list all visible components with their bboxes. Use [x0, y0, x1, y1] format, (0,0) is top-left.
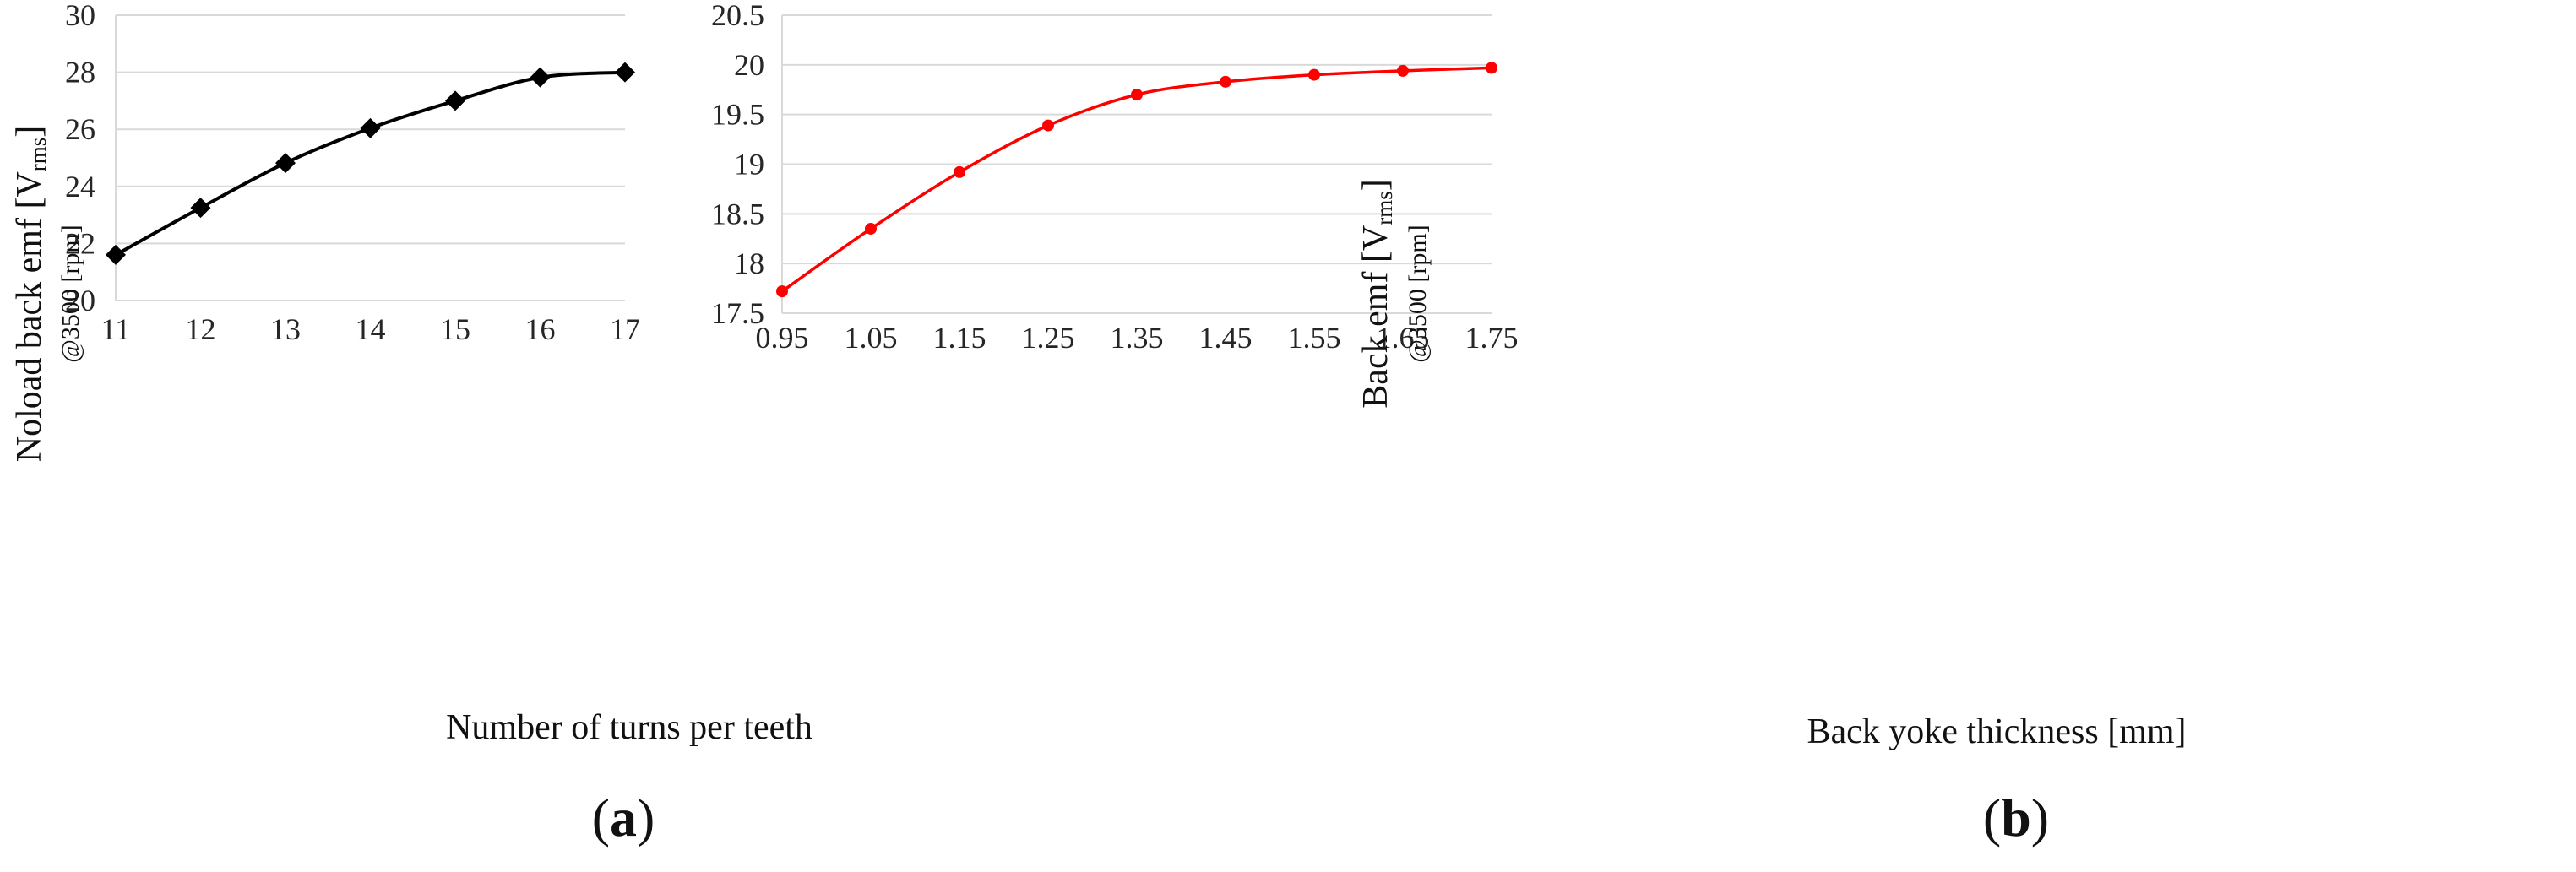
- data-point-a-3: [361, 118, 381, 138]
- series-a: [106, 62, 635, 265]
- panel-label-b: (b): [1983, 788, 2049, 848]
- series-line-a-0: [116, 73, 625, 255]
- x-tick-label-b-0: 0.95: [756, 321, 809, 355]
- y-axis-label-b-close: ]: [1356, 179, 1395, 191]
- y-tick-label-b-3: 19: [734, 148, 764, 181]
- x-tick-label-b-1: 1.05: [845, 321, 898, 355]
- y-tick-label-b-2: 18.5: [711, 197, 764, 230]
- y-tick-label-a-2: 24: [65, 170, 95, 203]
- x-tick-label-b-3: 1.25: [1022, 321, 1075, 355]
- panel-letter-b: b: [2001, 788, 2031, 848]
- x-tick-label-a-0: 11: [101, 312, 131, 346]
- y-tick-label-b-5: 20: [734, 48, 764, 82]
- x-tick-label-b-5: 1.45: [1199, 321, 1253, 355]
- data-point-a-5: [530, 68, 551, 88]
- panel-letter-a: a: [610, 788, 637, 848]
- y-axis-label-b-main: Back emf [V: [1356, 225, 1395, 409]
- y-axis-label-b-unit: rms: [1372, 191, 1397, 225]
- y-axis-label-a-close: ]: [10, 126, 49, 138]
- x-tick-label-b-6: 1.55: [1288, 321, 1341, 355]
- data-point-b-0: [776, 285, 788, 297]
- data-point-a-2: [275, 153, 296, 173]
- data-point-a-0: [106, 245, 126, 265]
- y-tick-label-a-5: 30: [65, 0, 95, 32]
- x-tick-label-a-6: 17: [610, 312, 640, 346]
- data-point-a-1: [191, 198, 211, 218]
- x-tick-label-a-5: 16: [525, 312, 556, 346]
- data-point-b-1: [865, 223, 877, 235]
- data-point-b-6: [1308, 69, 1320, 81]
- y-axis-condition-b: @3500 [rpm]: [1404, 225, 1432, 362]
- y-axis-label-a-main: Noload back emf [V: [10, 171, 49, 462]
- x-ticks-a: 11 12 13 14 15 16 17: [101, 312, 640, 346]
- data-point-a-4: [445, 90, 465, 111]
- data-point-b-4: [1131, 89, 1143, 100]
- data-point-b-8: [1486, 62, 1497, 73]
- y-tick-label-b-4: 19.5: [711, 98, 764, 132]
- y-tick-label-a-4: 28: [65, 56, 95, 89]
- y-axis-label-a-unit: rms: [25, 138, 51, 172]
- panel-label-a: (a): [592, 788, 655, 848]
- x-tick-label-a-1: 12: [186, 312, 216, 346]
- data-point-b-7: [1397, 65, 1409, 77]
- x-axis-label-a: Number of turns per teeth: [446, 708, 812, 747]
- x-tick-label-a-2: 13: [270, 312, 301, 346]
- y-tick-label-a-3: 26: [65, 112, 95, 146]
- y-tick-label-b-1: 18: [734, 246, 764, 280]
- x-tick-label-a-4: 15: [440, 312, 470, 346]
- x-tick-label-a-3: 14: [356, 312, 386, 346]
- x-tick-label-b-4: 1.35: [1111, 321, 1164, 355]
- x-tick-label-b-8: 1.75: [1465, 321, 1519, 355]
- data-point-a-6: [615, 62, 635, 83]
- x-axis-label-b: Back yoke thickness [mm]: [1807, 712, 2186, 751]
- y-axis-label-a: Noload back emf [Vrms]: [10, 126, 51, 463]
- grid-a: [116, 15, 625, 301]
- data-point-b-3: [1042, 120, 1054, 132]
- y-axis-condition-a: @3500 [rpm]: [57, 225, 84, 362]
- data-point-b-2: [954, 166, 965, 178]
- x-tick-label-b-2: 1.15: [933, 321, 986, 355]
- data-point-b-5: [1220, 76, 1231, 88]
- y-tick-label-b-6: 20.5: [711, 0, 764, 32]
